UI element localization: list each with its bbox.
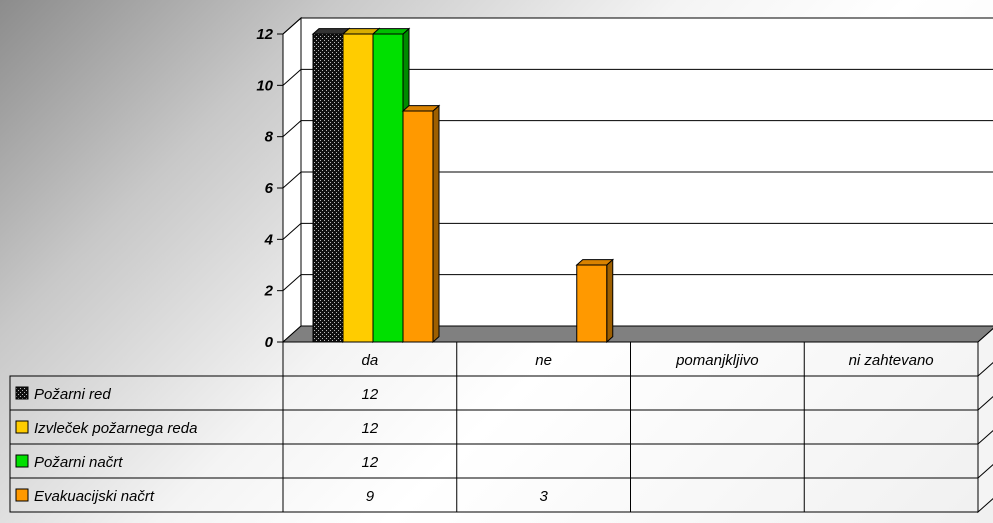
bar — [402, 110, 434, 343]
legend-label: Evakuacijski načrt — [34, 488, 155, 505]
y-tick-label: 8 — [265, 129, 274, 146]
table-row-line — [977, 361, 993, 377]
gridline — [282, 274, 993, 292]
bar-top — [401, 105, 441, 112]
bar-top — [575, 259, 615, 266]
gridline — [282, 120, 993, 138]
gridlines — [282, 17, 993, 292]
gridline — [282, 17, 993, 35]
y-tick-label: 10 — [256, 77, 273, 94]
data-table: da ne pomanjkljivo ni zahtevano Požarni red 1… — [9, 327, 993, 514]
legend-label: Požarni red — [34, 386, 111, 403]
bar-side — [432, 104, 440, 344]
table-value: 12 — [362, 386, 379, 403]
table-side — [977, 327, 993, 514]
table-value: 12 — [362, 420, 379, 437]
legend-label: Izvleček požarnega reda — [34, 420, 197, 437]
table-row-line — [977, 395, 993, 411]
table-row-line — [977, 429, 993, 445]
bar-top — [371, 28, 411, 35]
bar — [312, 33, 344, 343]
y-tick-label: 0 — [265, 334, 274, 351]
y-tick-label: 2 — [264, 283, 274, 300]
table-value: 12 — [362, 454, 379, 471]
category-label: pomanjkljivo — [675, 352, 759, 369]
y-tick-label: 12 — [256, 26, 273, 43]
y-tick-label: 6 — [265, 180, 274, 197]
legend-key — [15, 488, 29, 502]
legend-key — [15, 420, 29, 434]
gridline — [282, 222, 993, 240]
gridline — [282, 171, 993, 189]
bar-side — [606, 258, 614, 344]
table-value: 3 — [539, 488, 548, 505]
table-value: 9 — [366, 488, 375, 505]
legend-key — [15, 454, 29, 468]
legend-key — [15, 386, 29, 400]
y-axis: 0 2 4 6 8 10 12 — [256, 26, 284, 351]
legend-label: Požarni načrt — [34, 454, 123, 471]
gridline — [282, 68, 993, 86]
bar — [342, 33, 374, 343]
category-label: da — [362, 352, 379, 369]
category-label: ne — [535, 352, 552, 369]
bar — [576, 264, 608, 343]
category-label: ni zahtevano — [849, 352, 934, 369]
table-row-line — [977, 463, 993, 479]
bar — [372, 33, 404, 343]
y-tick-label: 4 — [264, 231, 274, 248]
